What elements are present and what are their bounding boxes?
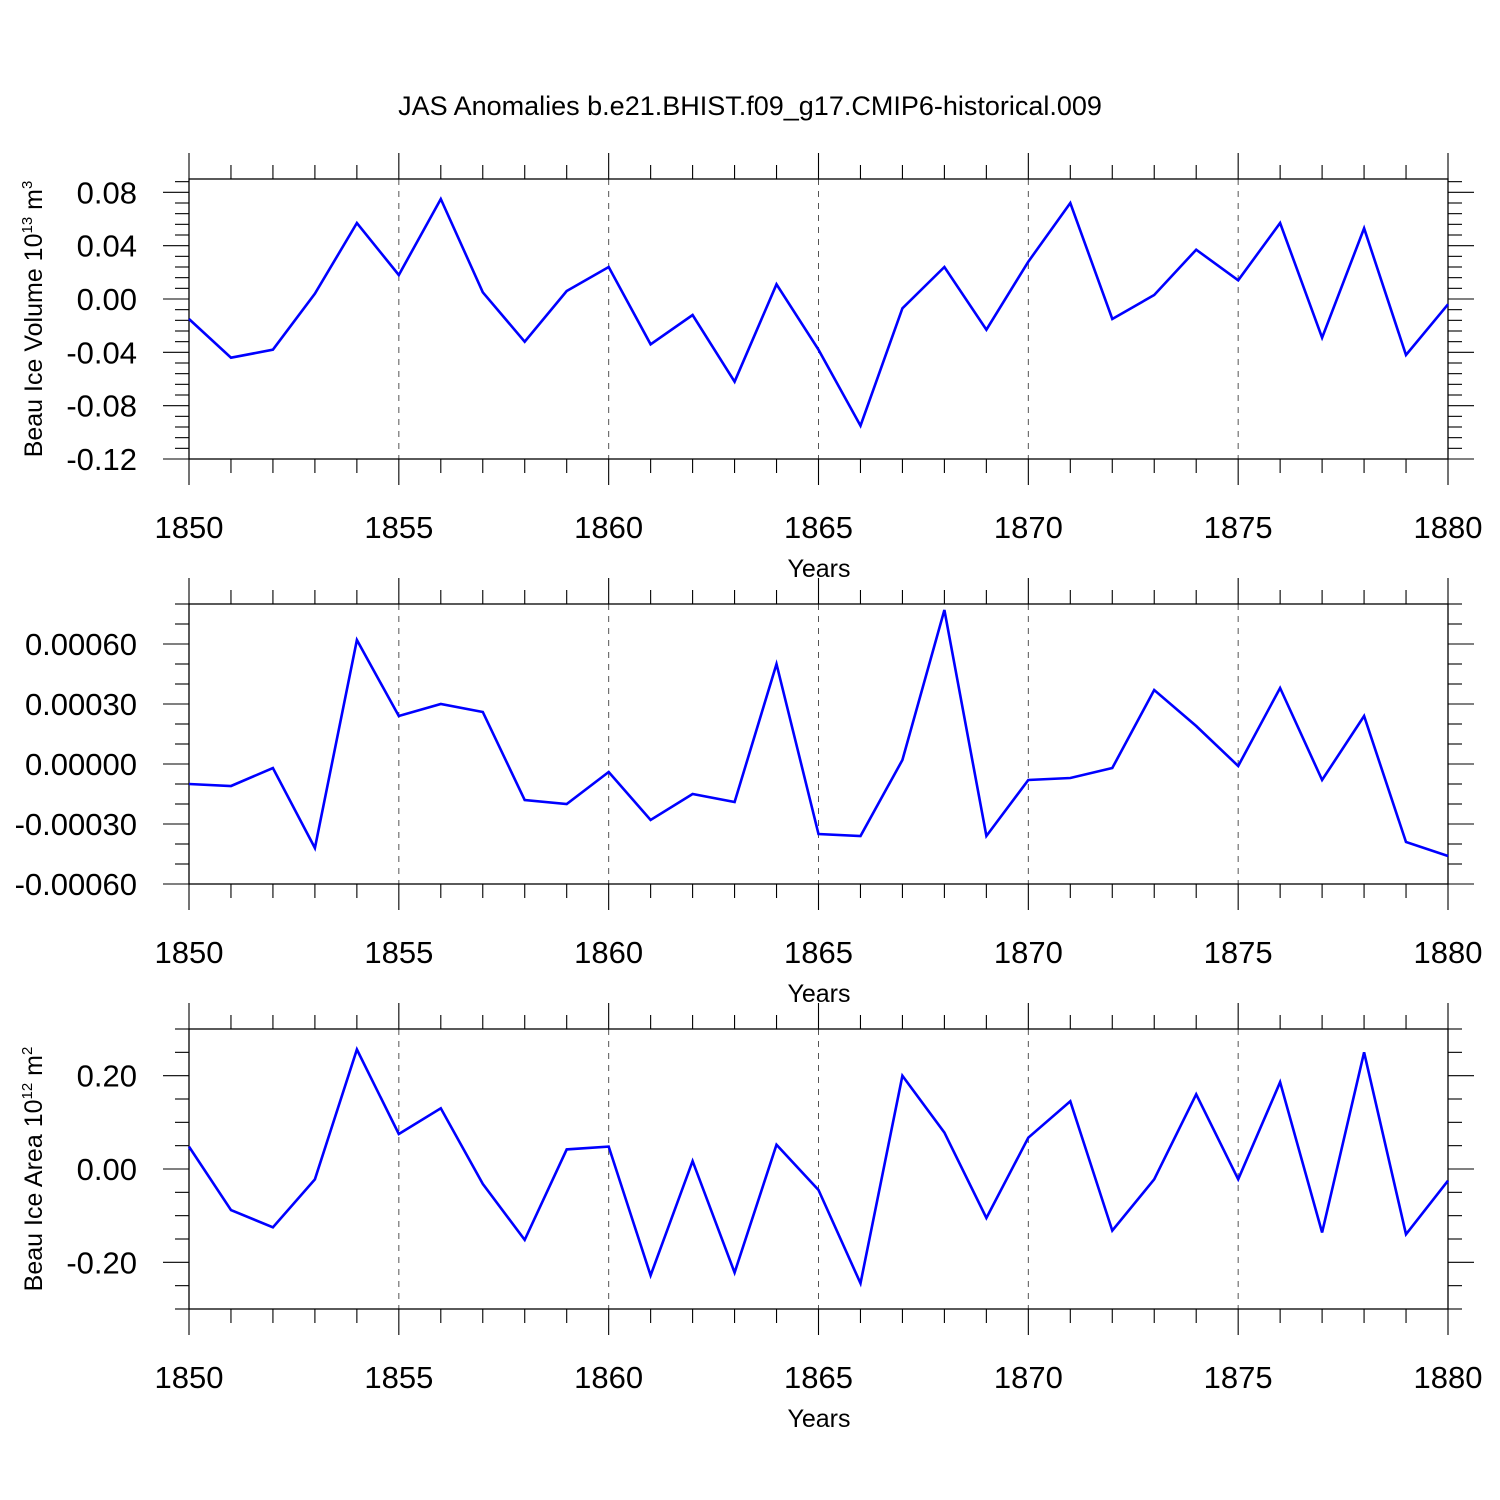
- x-axis-label: Years: [787, 1405, 850, 1433]
- x-tick-label: 1870: [994, 510, 1063, 545]
- y-tick-label: -0.12: [66, 442, 137, 477]
- x-tick-label: 1850: [155, 510, 224, 545]
- series-line: [188, 609, 1449, 858]
- y-tick-label: 0.00030: [25, 687, 137, 722]
- y-tick-label: -0.20: [66, 1245, 137, 1280]
- y-tick-label: 0.20: [77, 1059, 137, 1094]
- x-tick-label: 1875: [1204, 1360, 1273, 1395]
- x-tick-label: 1860: [574, 935, 643, 970]
- y-tick-label: -0.00030: [15, 807, 137, 842]
- y-tick-label: 0.00060: [25, 627, 137, 662]
- y-tick-label: -0.00060: [15, 867, 137, 902]
- panel-area: -0.20 0.00 0.20 1850 1855 1860 1865 1870 1875 188…: [19, 1003, 1482, 1433]
- x-tick-label: 1880: [1414, 510, 1483, 545]
- x-tick-label: 1850: [155, 1360, 224, 1395]
- x-tick-label: 1860: [574, 1360, 643, 1395]
- y-axis-label: Beau Ice Volume 1013 m3: [19, 181, 48, 458]
- y-tick-label: 0.00: [77, 282, 137, 317]
- y-tick-label: 0.08: [77, 175, 137, 210]
- x-tick-label: 1865: [784, 510, 853, 545]
- y-tick-label: -0.08: [66, 389, 137, 424]
- x-tick-label: 1850: [155, 935, 224, 970]
- y-axis-label: Beau Ice Area 1012 m2: [19, 1047, 48, 1292]
- x-tick-label: 1865: [784, 935, 853, 970]
- x-tick-label: 1855: [364, 1360, 433, 1395]
- y-tick-label: 0.00: [77, 1152, 137, 1187]
- y-tick-label: -0.04: [66, 335, 137, 370]
- panel-middle: -0.00060 -0.00030 0.00000 0.00030 0.00060 185…: [15, 578, 1483, 1008]
- x-tick-label: 1875: [1204, 510, 1273, 545]
- x-tick-label: 1860: [574, 510, 643, 545]
- panel-volume: -0.12 -0.08 -0.04 0.00 0.04 0.08 1850 1855 1860 1…: [19, 153, 1482, 583]
- y-tick-label: 0.00000: [25, 747, 137, 782]
- x-tick-label: 1870: [994, 1360, 1063, 1395]
- series-line: [188, 196, 1450, 429]
- x-tick-label: 1855: [364, 935, 433, 970]
- x-tick-label: 1875: [1204, 935, 1273, 970]
- x-tick-label: 1865: [784, 1360, 853, 1395]
- x-tick-label: 1880: [1414, 935, 1483, 970]
- x-tick-label: 1870: [994, 935, 1063, 970]
- x-tick-label: 1880: [1414, 1360, 1483, 1395]
- x-tick-label: 1855: [364, 510, 433, 545]
- y-tick-label: 0.04: [77, 229, 137, 264]
- chart-title: JAS Anomalies b.e21.BHIST.f09_g17.CMIP6-…: [398, 91, 1102, 121]
